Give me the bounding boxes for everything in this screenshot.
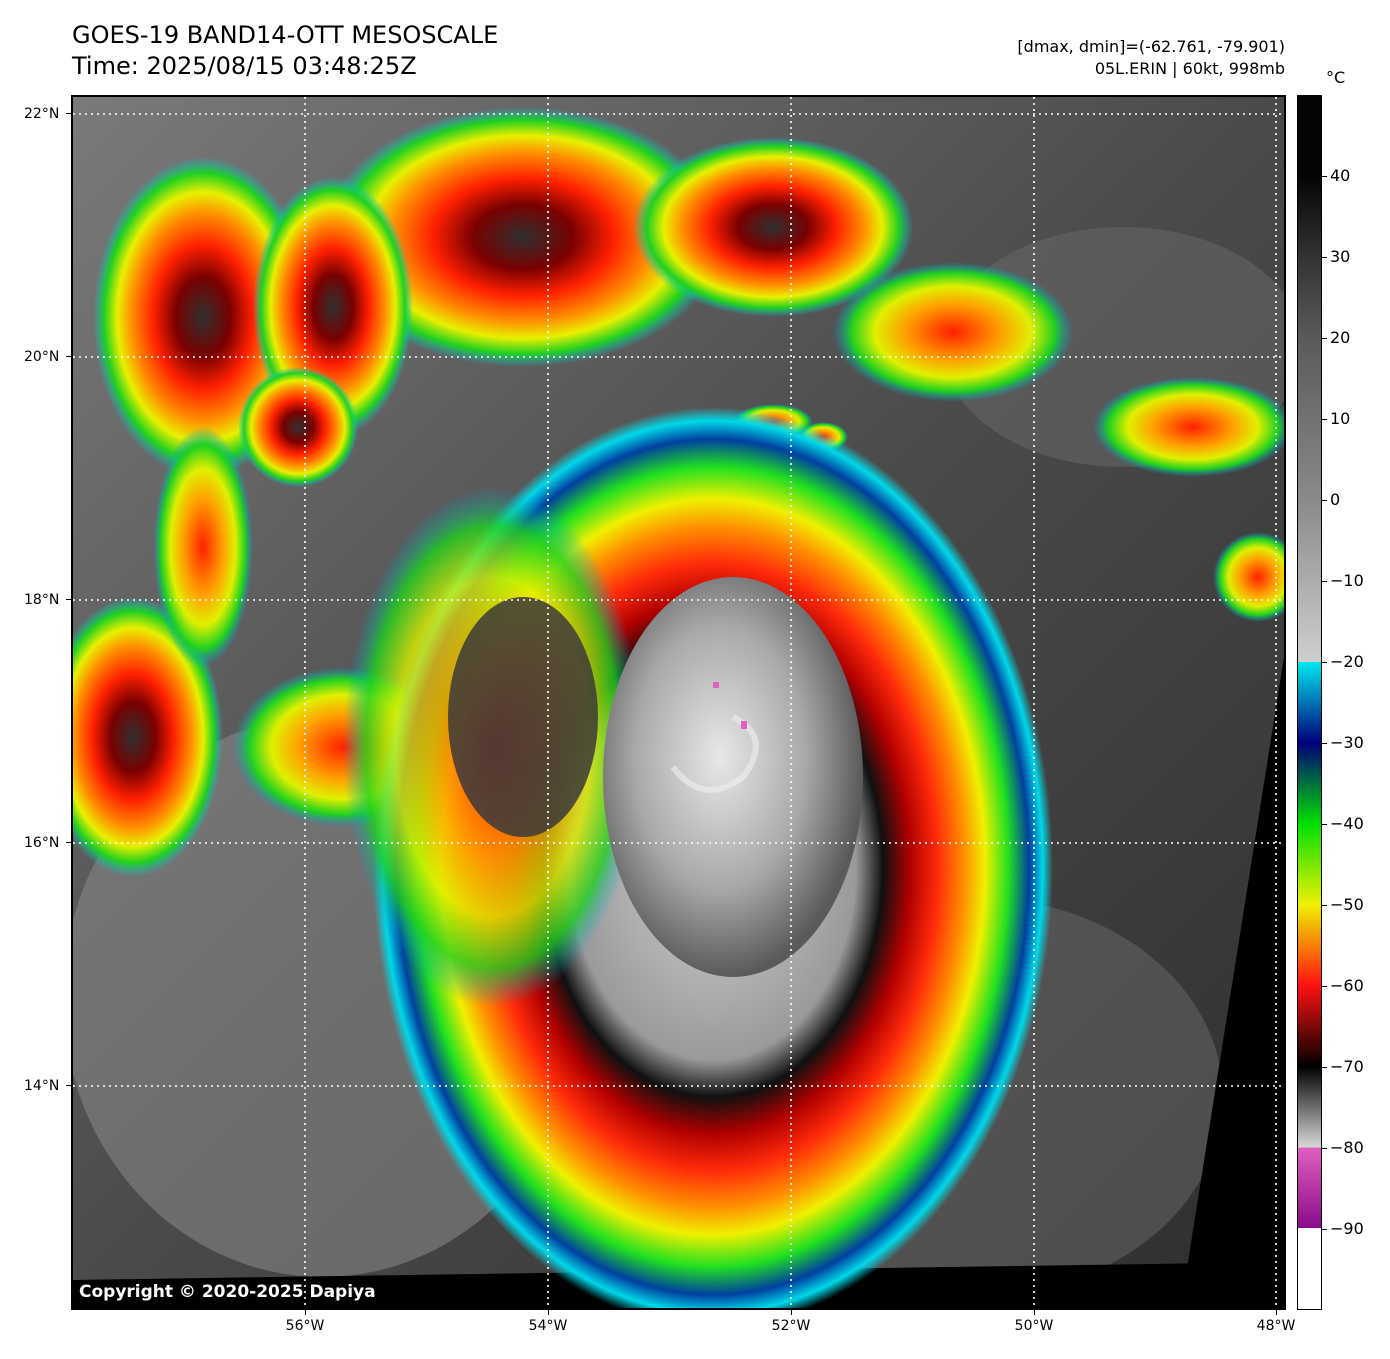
colorbar-tick bbox=[1322, 1229, 1327, 1230]
colorbar-tick bbox=[1322, 500, 1327, 501]
colorbar-tick-label: 40 bbox=[1330, 166, 1351, 185]
lat-tick bbox=[66, 113, 71, 114]
satellite-map: Copyright © 2020-2025 Dapiya bbox=[71, 95, 1286, 1310]
chart-title-line1: GOES-19 BAND14-OTT MESOSCALE bbox=[72, 21, 499, 49]
colorbar-tick bbox=[1322, 986, 1327, 987]
lat-tick bbox=[66, 599, 71, 600]
storm-info-text: 05L.ERIN | 60kt, 998mb bbox=[1094, 59, 1285, 78]
colorbar-tick-label: 30 bbox=[1330, 247, 1351, 266]
colorbar-tick-label: −40 bbox=[1330, 814, 1364, 833]
lon-tick bbox=[791, 1310, 792, 1315]
lon-label-52w: 52°W bbox=[771, 1318, 811, 1334]
copyright-text: Copyright © 2020-2025 Dapiya bbox=[79, 1282, 376, 1302]
lon-tick bbox=[1276, 1310, 1277, 1315]
colorbar-tick bbox=[1322, 662, 1327, 663]
colorbar-tick bbox=[1322, 1067, 1327, 1068]
colorbar-tick-label: 20 bbox=[1330, 328, 1351, 347]
chart-title-line2: Time: 2025/08/15 03:48:25Z bbox=[72, 52, 417, 80]
colorbar-tick-label: −20 bbox=[1330, 652, 1364, 671]
lat-label-20n: 20°N bbox=[24, 349, 60, 365]
colorbar-tick bbox=[1322, 905, 1327, 906]
lat-tick bbox=[66, 842, 71, 843]
lon-label-54w: 54°W bbox=[528, 1318, 568, 1334]
colorbar-tick bbox=[1322, 176, 1327, 177]
colorbar-tick-label: −70 bbox=[1330, 1057, 1364, 1076]
colorbar-tick bbox=[1322, 581, 1327, 582]
colorbar-tick-label: −50 bbox=[1330, 895, 1364, 914]
temperature-colorbar bbox=[1297, 95, 1322, 1310]
lat-tick bbox=[66, 1085, 71, 1086]
lat-label-18n: 18°N bbox=[24, 592, 60, 608]
colorbar-tick-label: −30 bbox=[1330, 733, 1364, 752]
colorbar-tick-label: −10 bbox=[1330, 571, 1364, 590]
map-gridlines bbox=[73, 97, 1284, 1308]
colorbar-tick-label: 10 bbox=[1330, 409, 1351, 428]
colorbar-tick bbox=[1322, 1148, 1327, 1149]
lat-label-22n: 22°N bbox=[24, 106, 60, 122]
lat-tick bbox=[66, 356, 71, 357]
colorbar-tick-label: 0 bbox=[1330, 490, 1341, 509]
colorbar-tick bbox=[1322, 824, 1327, 825]
lat-label-16n: 16°N bbox=[24, 835, 60, 851]
satellite-imagery bbox=[73, 97, 1284, 1308]
colorbar-tick bbox=[1322, 338, 1327, 339]
lon-label-48w: 48°W bbox=[1256, 1318, 1296, 1334]
lon-label-56w: 56°W bbox=[285, 1318, 325, 1334]
colorbar-tick-label: −60 bbox=[1330, 976, 1364, 995]
colorbar-tick-label: −90 bbox=[1330, 1219, 1364, 1238]
lon-label-50w: 50°W bbox=[1014, 1318, 1054, 1334]
lon-tick bbox=[305, 1310, 306, 1315]
colorbar-unit: °C bbox=[1326, 68, 1346, 87]
colorbar-tick bbox=[1322, 257, 1327, 258]
colorbar-tick bbox=[1322, 743, 1327, 744]
colorbar-tick bbox=[1322, 419, 1327, 420]
colorbar-tick-label: −80 bbox=[1330, 1138, 1364, 1157]
lon-tick bbox=[548, 1310, 549, 1315]
data-range-text: [dmax, dmin]=(-62.761, -79.901) bbox=[1017, 37, 1285, 56]
lon-tick bbox=[1034, 1310, 1035, 1315]
lat-label-14n: 14°N bbox=[24, 1078, 60, 1094]
